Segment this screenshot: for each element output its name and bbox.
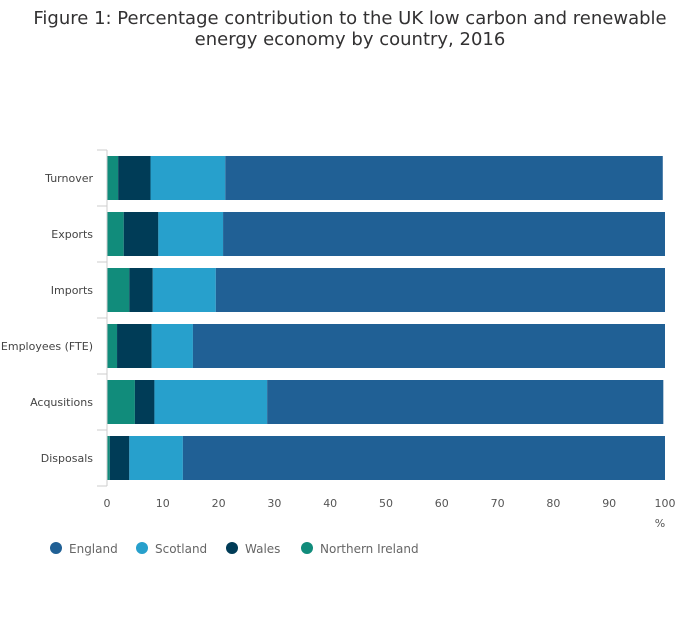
x-tick-label: 20 — [212, 497, 226, 510]
bar-wales-turnover — [118, 156, 151, 200]
bar-wales-disposals — [109, 436, 130, 480]
bar-scotland-disposals — [129, 436, 183, 480]
legend-swatch — [301, 542, 313, 554]
legend-swatch — [50, 542, 62, 554]
legend-item-england[interactable]: England — [50, 542, 118, 556]
axis-layer: Turnover Exports Imports Employees (FTE) Acq… — [1, 149, 676, 530]
bar-wales-exports — [123, 212, 159, 256]
bar-england-disposals — [182, 436, 665, 480]
x-tick-label: 30 — [267, 497, 281, 510]
category-label: Turnover — [44, 172, 93, 185]
bar-scotland-exports — [158, 212, 224, 256]
x-axis-unit-label: % — [655, 517, 665, 530]
chart-title: Figure 1: Percentage contribution to the… — [33, 8, 667, 50]
legend-label: Wales — [245, 542, 280, 556]
bar-wales-acqusitions — [134, 380, 155, 424]
legend-item-wales[interactable]: Wales — [226, 542, 280, 556]
bar-wales-employees-fte- — [117, 324, 152, 368]
bar-england-imports — [215, 268, 665, 312]
category-label: Exports — [51, 228, 93, 241]
legend-label: England — [69, 542, 118, 556]
bar-northern-ireland-imports — [107, 268, 130, 312]
x-tick-label: 90 — [602, 497, 616, 510]
bar-england-turnover — [225, 156, 663, 200]
bar-scotland-turnover — [150, 156, 226, 200]
bar-scotland-employees-fte- — [151, 324, 193, 368]
x-tick-label: 0 — [104, 497, 111, 510]
category-label: Employees (FTE) — [1, 340, 93, 353]
legend-label: Northern Ireland — [320, 542, 419, 556]
legend-swatch — [136, 542, 148, 554]
bars-layer — [107, 156, 665, 480]
x-tick-label: 10 — [156, 497, 170, 510]
bar-scotland-imports — [152, 268, 216, 312]
legend-label: Scotland — [155, 542, 207, 556]
bar-northern-ireland-turnover — [107, 156, 119, 200]
bar-northern-ireland-employees-fte- — [107, 324, 118, 368]
x-tick-label: 100 — [655, 497, 676, 510]
x-tick-label: 60 — [435, 497, 449, 510]
bar-scotland-acqusitions — [154, 380, 268, 424]
bar-northern-ireland-acqusitions — [107, 380, 135, 424]
category-label: Disposals — [41, 452, 93, 465]
bar-northern-ireland-exports — [107, 212, 124, 256]
x-tick-label: 70 — [491, 497, 505, 510]
category-label: Imports — [51, 284, 94, 297]
bar-england-exports — [223, 212, 665, 256]
bar-northern-ireland-disposals — [107, 436, 110, 480]
legend-item-scotland[interactable]: Scotland — [136, 542, 207, 556]
bar-england-acqusitions — [267, 380, 664, 424]
category-label: Acqusitions — [30, 396, 93, 409]
legend-layer: England Scotland Wales Northern Ireland — [50, 542, 419, 556]
legend-swatch — [226, 542, 238, 554]
x-tick-label: 80 — [546, 497, 560, 510]
bar-england-employees-fte- — [192, 324, 665, 368]
legend-item-northern-ireland[interactable]: Northern Ireland — [301, 542, 419, 556]
bar-wales-imports — [129, 268, 153, 312]
x-tick-label: 50 — [379, 497, 393, 510]
x-tick-label: 40 — [323, 497, 337, 510]
